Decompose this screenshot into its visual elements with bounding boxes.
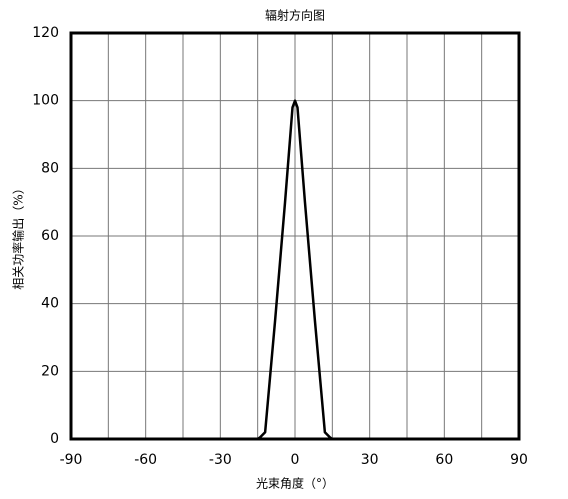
y-tick-label: 100: [32, 93, 59, 109]
x-axis-label: 光束角度（°）: [256, 476, 334, 491]
x-tick-label: 90: [510, 452, 528, 468]
chart-title: 辐射方向图: [265, 8, 325, 23]
x-tick-label: 0: [291, 452, 300, 468]
y-tick-label: 120: [32, 25, 59, 41]
x-tick-label: -60: [134, 452, 157, 468]
x-tick-label: -90: [60, 452, 83, 468]
data-line: [256, 99, 334, 441]
y-axis-label: 相关功率输出（%）: [11, 182, 26, 289]
plot-frame: [69, 31, 521, 441]
x-tick-label: 60: [435, 452, 453, 468]
x-tick-label: 30: [361, 452, 379, 468]
y-tick-label: 0: [50, 431, 59, 447]
x-tick-label: -30: [209, 452, 232, 468]
y-tick-label: 60: [41, 228, 59, 244]
y-tick-label: 40: [41, 296, 59, 312]
y-tick-label: 20: [41, 363, 59, 379]
y-tick-label: 80: [41, 160, 59, 176]
